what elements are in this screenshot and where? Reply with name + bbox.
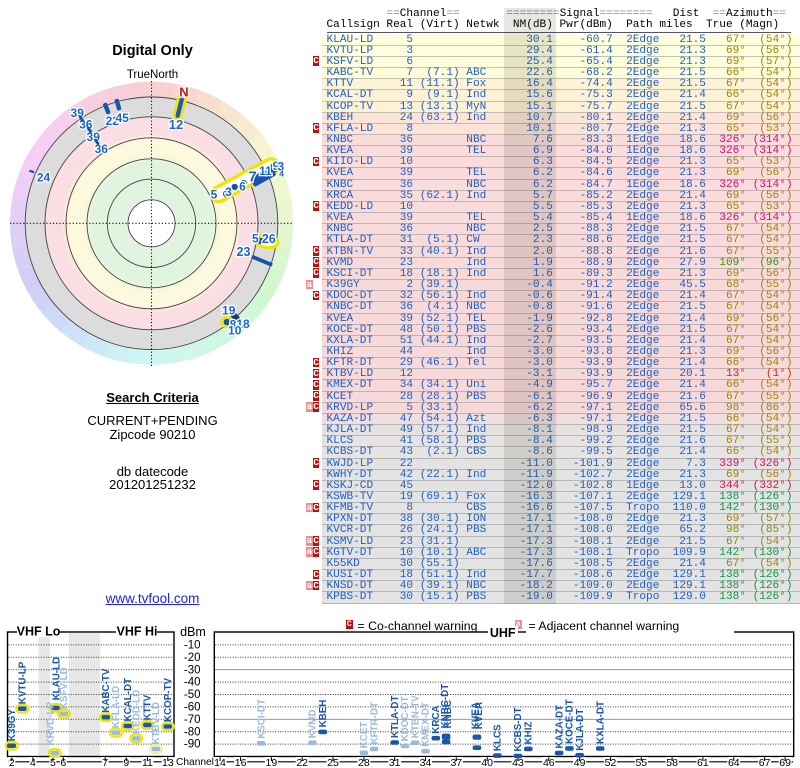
svg-text:KVEA: KVEA bbox=[474, 702, 485, 729]
svg-text:23: 23 bbox=[237, 245, 251, 259]
svg-text:KXLA-DT: KXLA-DT bbox=[595, 701, 606, 744]
svg-text:KVTU-LP: KVTU-LP bbox=[18, 661, 29, 704]
svg-text:KCAL-DT: KCAL-DT bbox=[123, 678, 134, 722]
svg-text:19: 19 bbox=[222, 304, 236, 318]
svg-text:22: 22 bbox=[296, 757, 308, 768]
svg-text:KFLA-LD: KFLA-LD bbox=[111, 686, 122, 728]
svg-text:KEDD-LD: KEDD-LD bbox=[132, 690, 143, 734]
svg-text:58: 58 bbox=[666, 757, 678, 768]
svg-text:40: 40 bbox=[481, 757, 493, 768]
svg-text:KOCE-DT: KOCE-DT bbox=[565, 699, 576, 744]
svg-text:16: 16 bbox=[235, 757, 247, 768]
svg-text:-40: -40 bbox=[184, 677, 201, 689]
svg-text:14: 14 bbox=[214, 757, 226, 768]
svg-text:24: 24 bbox=[37, 171, 51, 185]
svg-text:5: 5 bbox=[211, 188, 218, 202]
svg-text:K39GY: K39GY bbox=[7, 709, 18, 742]
svg-text:31: 31 bbox=[389, 757, 401, 768]
svg-text:KRVD-LP: KRVD-LP bbox=[46, 702, 57, 746]
svg-text:KTBV-LD: KTBV-LD bbox=[151, 702, 162, 744]
svg-text:28: 28 bbox=[358, 757, 370, 768]
svg-text:KVMD: KVMD bbox=[308, 709, 319, 738]
svg-text:49: 49 bbox=[574, 757, 586, 768]
svg-text:UHF: UHF bbox=[490, 626, 516, 640]
svg-text:-10: -10 bbox=[184, 640, 201, 652]
svg-text:9: 9 bbox=[123, 757, 129, 768]
svg-text:55: 55 bbox=[635, 757, 647, 768]
svg-text:KAZA-DT: KAZA-DT bbox=[554, 705, 565, 749]
svg-text:KBEH: KBEH bbox=[318, 700, 329, 728]
svg-text:KLAU-LD: KLAU-LD bbox=[52, 657, 63, 701]
svg-text:37: 37 bbox=[450, 757, 462, 768]
svg-text:6: 6 bbox=[60, 757, 66, 768]
svg-text:9: 9 bbox=[273, 159, 280, 173]
svg-text:VHF Lo: VHF Lo bbox=[17, 625, 61, 639]
svg-text:KMEX-DT: KMEX-DT bbox=[421, 702, 432, 747]
svg-text:7: 7 bbox=[102, 757, 108, 768]
svg-text:KJLA-DT: KJLA-DT bbox=[575, 709, 586, 751]
svg-text:KVEA: KVEA bbox=[471, 702, 482, 729]
svg-text:KTTV: KTTV bbox=[143, 694, 154, 720]
svg-text:7: 7 bbox=[248, 169, 256, 186]
svg-text:KCOP-TV: KCOP-TV bbox=[163, 677, 174, 722]
svg-text:22: 22 bbox=[106, 114, 120, 128]
svg-text:-70: -70 bbox=[184, 714, 201, 726]
svg-text:KTLA-DT: KTLA-DT bbox=[390, 696, 401, 738]
svg-text:6: 6 bbox=[239, 180, 246, 194]
svg-text:26: 26 bbox=[262, 232, 276, 246]
svg-text:-80: -80 bbox=[184, 726, 201, 738]
svg-text:KTBN-TV: KTBN-TV bbox=[410, 695, 421, 738]
svg-text:69: 69 bbox=[779, 757, 791, 768]
svg-text:43: 43 bbox=[512, 757, 524, 768]
svg-text:18: 18 bbox=[236, 317, 250, 331]
svg-text:11: 11 bbox=[259, 164, 272, 178]
svg-text:12: 12 bbox=[169, 117, 183, 132]
svg-text:4: 4 bbox=[30, 757, 36, 768]
svg-text:67: 67 bbox=[759, 757, 771, 768]
svg-text:N: N bbox=[179, 85, 188, 100]
svg-text:5: 5 bbox=[252, 232, 259, 246]
svg-text:13: 13 bbox=[162, 757, 174, 768]
svg-text:KCBS-DT: KCBS-DT bbox=[513, 707, 524, 751]
svg-text:46: 46 bbox=[543, 757, 555, 768]
svg-text:3: 3 bbox=[225, 185, 232, 199]
svg-text:8: 8 bbox=[230, 318, 237, 332]
svg-text:KNBC-DT: KNBC-DT bbox=[440, 684, 451, 729]
svg-text:2: 2 bbox=[9, 757, 15, 768]
svg-text:KSFV-LD: KSFV-LD bbox=[59, 667, 70, 709]
svg-text:KABC-TV: KABC-TV bbox=[101, 668, 112, 713]
svg-text:3: 3 bbox=[277, 160, 284, 174]
svg-text:KHIZ: KHIZ bbox=[524, 722, 535, 745]
svg-text:KCET: KCET bbox=[359, 722, 370, 749]
svg-text:5: 5 bbox=[50, 757, 56, 768]
svg-text:10: 10 bbox=[228, 324, 242, 338]
svg-text:52: 52 bbox=[605, 757, 617, 768]
svg-text:-60: -60 bbox=[184, 702, 201, 714]
svg-text:-50: -50 bbox=[184, 689, 201, 701]
svg-text:25: 25 bbox=[327, 757, 339, 768]
svg-text:KFTR-DT: KFTR-DT bbox=[369, 702, 380, 744]
svg-text:KDOC-DT: KDOC-DT bbox=[400, 696, 411, 741]
svg-text:Channel: Channel bbox=[176, 757, 214, 768]
svg-text:dBm: dBm bbox=[180, 625, 206, 639]
svg-text:KNBC: KNBC bbox=[443, 700, 454, 728]
svg-text:64: 64 bbox=[728, 757, 740, 768]
svg-text:61: 61 bbox=[697, 757, 709, 768]
svg-text:KRCA: KRCA bbox=[431, 705, 442, 733]
svg-text:KLCS: KLCS bbox=[493, 724, 504, 751]
svg-text:KSCI-DT: KSCI-DT bbox=[256, 699, 267, 739]
svg-text:-30: -30 bbox=[184, 664, 201, 676]
svg-text:19: 19 bbox=[266, 757, 278, 768]
svg-text:45: 45 bbox=[116, 111, 130, 125]
svg-text:34: 34 bbox=[420, 757, 432, 768]
svg-text:11: 11 bbox=[142, 757, 153, 768]
svg-text:-90: -90 bbox=[184, 739, 201, 751]
svg-text:VHF Hi: VHF Hi bbox=[117, 625, 158, 639]
svg-text:-20: -20 bbox=[184, 652, 201, 664]
svg-text:4: 4 bbox=[279, 169, 284, 179]
